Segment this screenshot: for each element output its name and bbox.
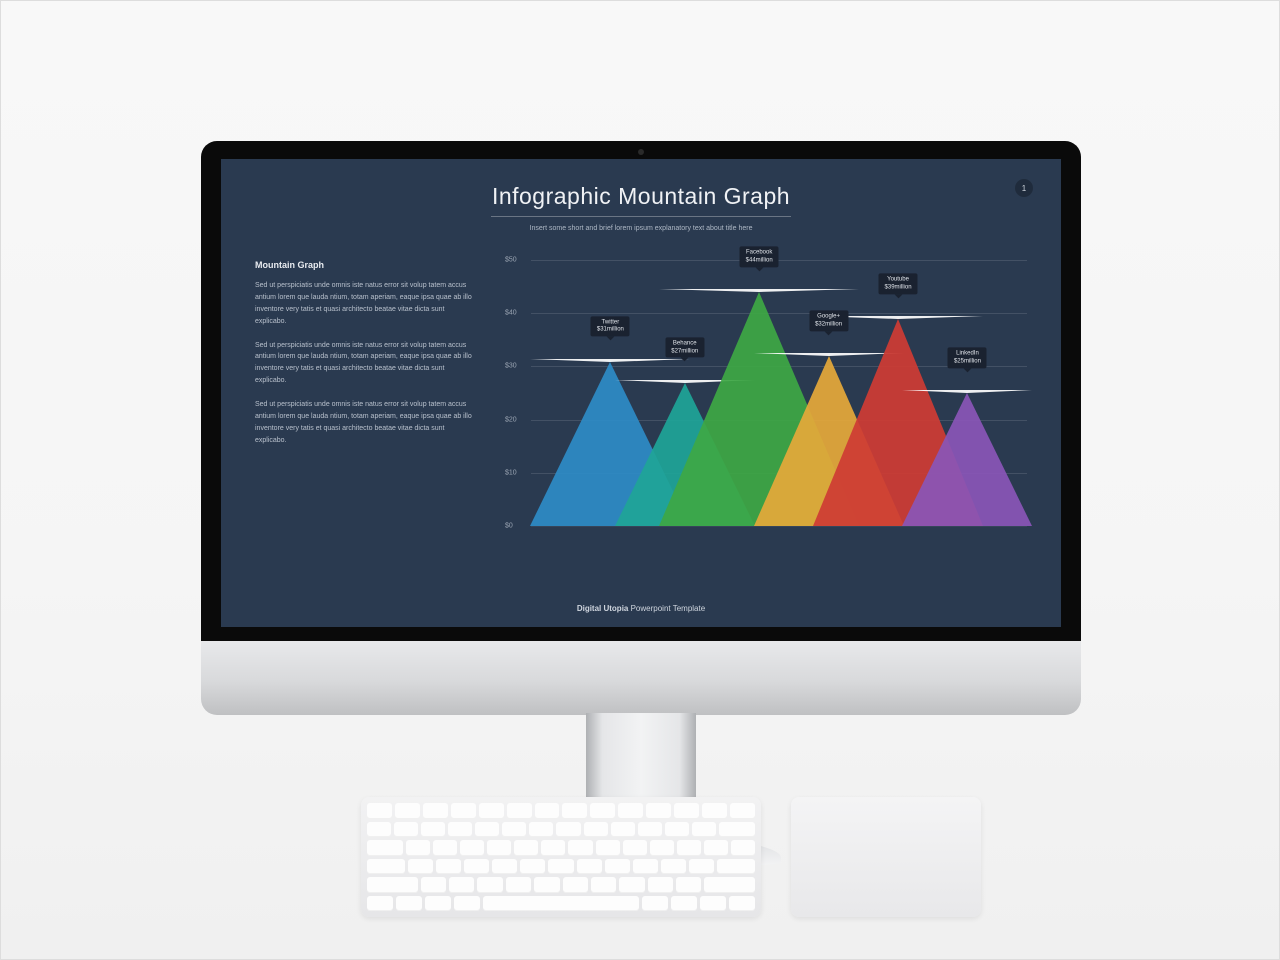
chart-peak-label-twitter: Twitter$31million <box>591 316 630 337</box>
camera-icon <box>638 149 644 155</box>
footer-brand: Digital Utopia <box>577 604 629 613</box>
chart-peak-label-google+: Google+$32million <box>809 311 848 332</box>
slide-content: Mountain Graph Sed ut perspiciatis unde … <box>255 260 1027 598</box>
chart-ylabel: $10 <box>505 469 517 476</box>
page-number-badge: 1 <box>1015 179 1033 197</box>
mountain-chart: $0 $10 $20 $30 $40 $50 Twitter$31million Behanc… <box>503 260 1027 540</box>
chart-ylabel: $0 <box>505 523 513 530</box>
chart-peak-label-behance: Behance$27million <box>665 337 704 358</box>
chart-ylabel: $40 <box>505 310 517 317</box>
chart-ylabel: $30 <box>505 363 517 370</box>
chart-ylabel: $50 <box>505 257 517 264</box>
trackpad <box>791 797 981 917</box>
slide-title: Infographic Mountain Graph <box>255 183 1027 210</box>
chart-ylabel: $20 <box>505 416 517 423</box>
chart-peak-label-linkedin: LinkedIn$25million <box>948 348 987 369</box>
monitor-bezel: 1 Infographic Mountain Graph Insert some… <box>201 141 1081 641</box>
sidebar-paragraph: Sed ut perspiciatis unde omnis iste natu… <box>255 340 475 388</box>
keyboard <box>361 797 761 917</box>
chart-mountain-linkedin <box>902 390 1032 526</box>
chart-peak-label-facebook: Facebook$44million <box>740 247 779 268</box>
sidebar-paragraph: Sed ut perspiciatis unde omnis iste natu… <box>255 280 475 328</box>
sidebar-text: Mountain Graph Sed ut perspiciatis unde … <box>255 260 475 598</box>
monitor-chin <box>201 641 1081 715</box>
scene: 1 Infographic Mountain Graph Insert some… <box>1 1 1279 959</box>
slide-subtitle: Insert some short and brief lorem ipsum … <box>255 225 1027 232</box>
sidebar-heading: Mountain Graph <box>255 260 475 270</box>
sidebar-paragraph: Sed ut perspiciatis unde omnis iste natu… <box>255 399 475 447</box>
monitor: 1 Infographic Mountain Graph Insert some… <box>201 141 1081 701</box>
title-underline <box>491 216 791 217</box>
chart-plot-area: $0$10$20$30$40$50Twitter$31millionBehanc… <box>531 260 1027 526</box>
slide-footer: Digital Utopia Powerpoint Template <box>255 604 1027 613</box>
slide-screen: 1 Infographic Mountain Graph Insert some… <box>221 159 1061 627</box>
footer-suffix: Powerpoint Template <box>628 604 705 613</box>
chart-gridline <box>531 526 1027 527</box>
chart-peak-label-youtube: Youtube$39million <box>879 273 918 294</box>
